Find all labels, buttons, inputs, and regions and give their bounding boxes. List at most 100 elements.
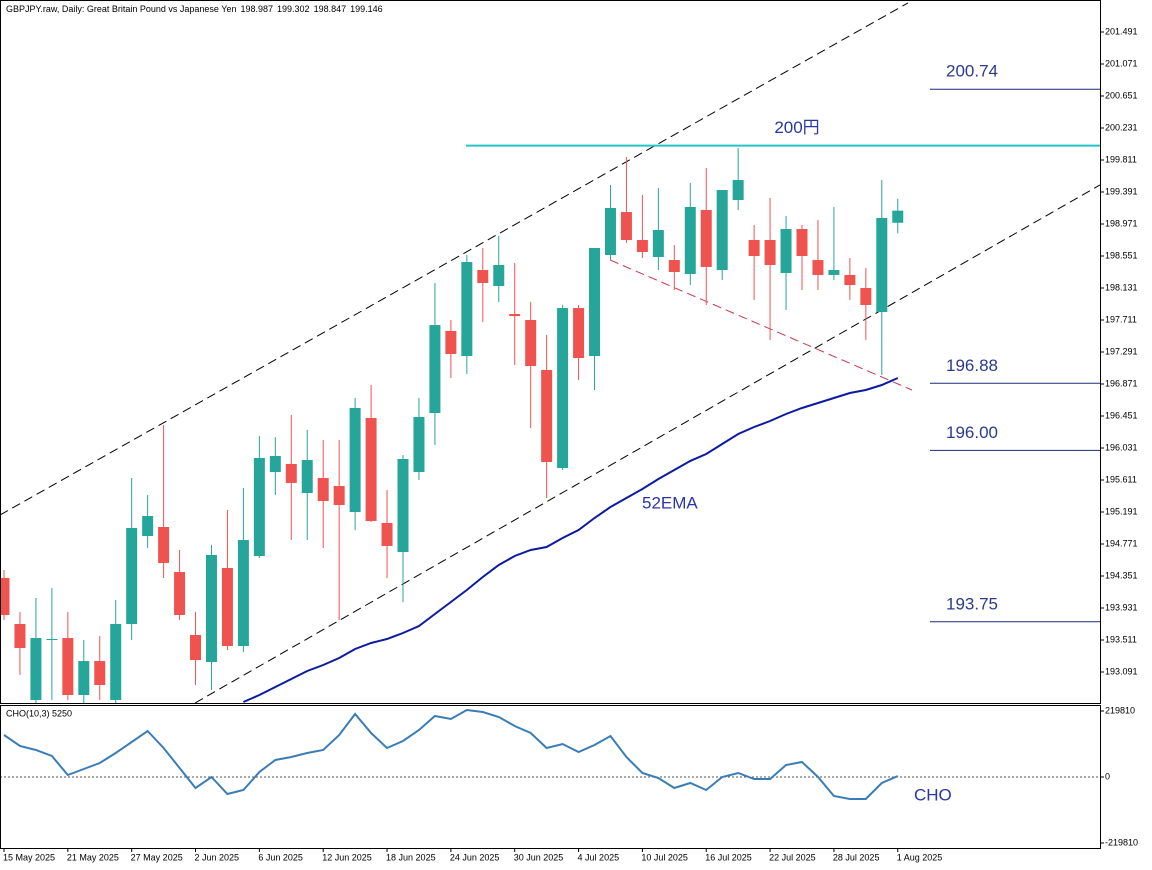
candle-body (413, 416, 425, 472)
y-tick-label: 195.191 (1105, 506, 1138, 516)
candle-body (493, 264, 505, 287)
candle-body (892, 210, 904, 223)
y-tick-label: 197.291 (1105, 346, 1138, 356)
candle-body (461, 262, 473, 357)
candle-body (604, 207, 616, 256)
trendline (1, 2, 909, 515)
candle-body (205, 554, 217, 663)
title-text: GBPJPY.raw, Daily: Great Britain Pound v… (6, 4, 236, 14)
level-label: 200.74 (946, 62, 998, 81)
x-tick-label: 6 Jun 2025 (258, 852, 303, 862)
candle-body (668, 260, 680, 272)
y-tick-label: 219810 (1105, 705, 1135, 715)
indicator-title: CHO(10,3) 5250 (6, 708, 72, 718)
candle-body (349, 407, 361, 512)
ohlc-low: 198.847 (314, 4, 347, 14)
candle-body (764, 239, 776, 265)
candle-body (700, 209, 712, 267)
candle-body (269, 455, 281, 472)
x-tick-label: 18 Jun 2025 (386, 852, 436, 862)
y-tick-label: 200.231 (1105, 122, 1138, 132)
x-tick-label: 16 Jul 2025 (705, 852, 752, 862)
x-tick-label: 22 Jul 2025 (769, 852, 816, 862)
x-tick-label: 1 Aug 2025 (897, 852, 943, 862)
candle-body (30, 638, 42, 701)
y-tick-label: 201.491 (1105, 26, 1138, 36)
x-tick-label: 21 May 2025 (67, 852, 119, 862)
candle-body (716, 190, 728, 271)
candle-body (732, 180, 744, 200)
candle-body (748, 239, 760, 256)
candle-body (684, 207, 696, 274)
indicator-plot (1, 708, 1100, 800)
level-label: 196.00 (946, 423, 998, 442)
y-tick-label: 195.611 (1105, 474, 1137, 484)
y-tick-label: 197.711 (1105, 314, 1137, 324)
candle-body (876, 217, 888, 312)
x-tick-label: 4 Jul 2025 (578, 852, 620, 862)
level-label: 193.75 (946, 594, 998, 613)
y-tick-label: 194.771 (1105, 538, 1138, 548)
candle-body (126, 527, 138, 624)
y-tick-label: 193.931 (1105, 602, 1138, 612)
ohlc-high: 199.302 (277, 4, 310, 14)
candle-body (429, 325, 441, 414)
candle-body (317, 478, 329, 502)
y-tick-label: 198.971 (1105, 218, 1138, 228)
y-tick-label: 199.391 (1105, 186, 1138, 196)
y-tick-label: 200.651 (1105, 90, 1138, 100)
ohlc-open: 198.987 (240, 4, 273, 14)
x-tick-label: 12 Jun 2025 (322, 852, 372, 862)
candle-body (589, 247, 601, 357)
x-tick-label: 10 Jul 2025 (641, 852, 688, 862)
candle-body (509, 313, 521, 317)
candle-body (477, 270, 489, 283)
candle-body (796, 229, 808, 256)
x-tick-label: 27 May 2025 (131, 852, 183, 862)
ohlc-close: 199.146 (350, 4, 383, 14)
series-label: CHO (914, 785, 952, 804)
trendline (609, 259, 913, 391)
candle-body (636, 239, 648, 253)
candle-body (253, 457, 265, 557)
candle-body (174, 572, 186, 616)
main-plot (1, 2, 1100, 703)
series-label: 52EMA (642, 493, 698, 512)
level-label: 200円 (774, 118, 819, 137)
candle-body (301, 460, 313, 494)
candle-body (557, 308, 569, 469)
indicator-line (3, 708, 899, 800)
candle-body (860, 287, 872, 305)
ema-line (242, 377, 899, 703)
y-tick-label: -219810 (1105, 837, 1138, 847)
x-tick-label: 2 Jun 2025 (195, 852, 240, 862)
main-frame (0, 0, 1101, 704)
candle-body (46, 639, 58, 641)
candle-body (652, 230, 664, 257)
candle-body (94, 661, 106, 686)
candle-body (14, 623, 26, 648)
candle-body (365, 417, 377, 521)
y-tick-label: 201.071 (1105, 58, 1138, 68)
candle-body (78, 661, 90, 696)
candle-body (844, 274, 856, 286)
candle-body (381, 522, 393, 546)
candle-body (525, 319, 537, 367)
chart-title: GBPJPY.raw, Daily: Great Britain Pound v… (6, 4, 383, 14)
y-tick-label: 0 (1105, 771, 1110, 781)
candle-body (142, 516, 154, 536)
candle-body (828, 270, 840, 275)
y-tick-label: 193.511 (1105, 634, 1137, 644)
candle-body (333, 486, 345, 505)
candle-body (397, 458, 409, 552)
y-tick-label: 196.031 (1105, 442, 1138, 452)
y-tick-label: 196.871 (1105, 378, 1138, 388)
y-tick-label: 196.451 (1105, 410, 1138, 420)
level-label: 196.88 (946, 356, 998, 375)
x-tick-label: 28 Jul 2025 (833, 852, 880, 862)
trendline (194, 184, 1100, 703)
candle-body (1, 577, 10, 616)
candle-body (573, 308, 585, 359)
